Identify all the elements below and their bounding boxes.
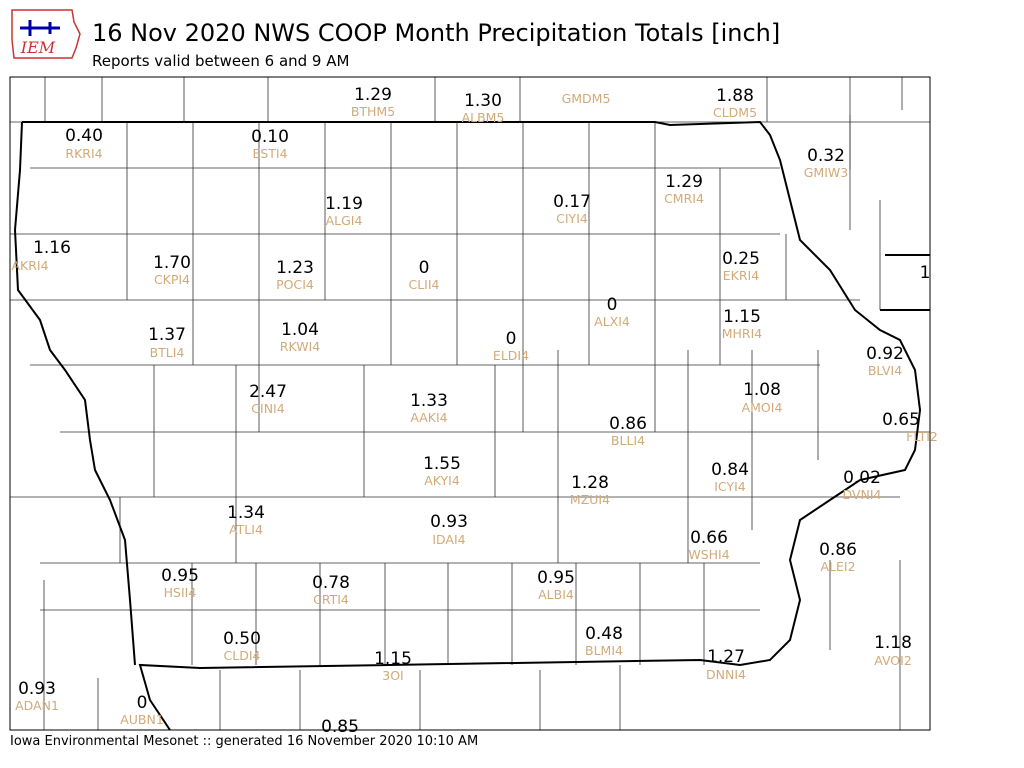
station-value: 1.88 xyxy=(716,86,754,106)
station-value: 0 xyxy=(419,258,430,278)
station-id: GMDM5 xyxy=(562,91,611,106)
station-id: BLMI4 xyxy=(585,643,623,658)
station-value: 0.32 xyxy=(807,146,845,166)
station-id: ADAN1 xyxy=(15,698,59,713)
station-value: 0.78 xyxy=(312,573,350,593)
station-value: 0 xyxy=(506,329,517,349)
county-lines xyxy=(10,77,930,730)
station-value: 0.10 xyxy=(251,127,289,147)
station-id: GMIW3 xyxy=(804,165,848,180)
station-value: 0.92 xyxy=(866,344,904,364)
station-id: POCI4 xyxy=(276,277,314,292)
station-value: 1.23 xyxy=(276,258,314,278)
station-id: RKWI4 xyxy=(280,339,320,354)
station-id: ALGI4 xyxy=(326,213,363,228)
station-value: 0.02 xyxy=(843,468,881,488)
station-value: 0 xyxy=(607,295,618,315)
station-value: 0.86 xyxy=(819,540,857,560)
station-value: 0.93 xyxy=(430,512,468,532)
station-value: 0.95 xyxy=(161,566,199,586)
station-id: ALBI4 xyxy=(538,587,574,602)
station-value: 0.93 xyxy=(18,679,56,699)
station-value: 0.86 xyxy=(609,414,647,434)
station-id: BLLI4 xyxy=(611,433,645,448)
map-frame xyxy=(9,76,931,731)
station-id: RKRI4 xyxy=(65,146,102,161)
station-id: DNNI4 xyxy=(706,667,746,682)
station-id: ICYI4 xyxy=(714,479,746,494)
station-id: MZUI4 xyxy=(570,492,610,507)
footer: Iowa Environmental Mesonet :: generated … xyxy=(10,734,478,749)
station-value: 1.30 xyxy=(464,91,502,111)
station-value: 0.66 xyxy=(690,528,728,548)
station-value: 0.25 xyxy=(722,249,760,269)
logo-text: IEM xyxy=(20,38,56,57)
station-value: 1.29 xyxy=(665,172,703,192)
station-value: 0.65 xyxy=(882,410,920,430)
station-id: MHRI4 xyxy=(722,326,763,341)
station-value: 1.33 xyxy=(410,391,448,411)
map xyxy=(10,77,930,730)
station-value: 0.85 xyxy=(321,717,359,737)
station-value: 1 xyxy=(920,263,931,283)
station-id: ALEI2 xyxy=(820,559,855,574)
station-value: 0 xyxy=(137,693,148,713)
station-value: 1.55 xyxy=(423,454,461,474)
station-value: 2.47 xyxy=(249,382,287,402)
station-id: DVNI4 xyxy=(843,487,882,502)
station-value: 0.17 xyxy=(553,192,591,212)
station-id: HSII4 xyxy=(164,585,197,600)
station-value: 1.34 xyxy=(227,503,265,523)
station-id: CKPI4 xyxy=(154,272,190,287)
station-id: ATLI4 xyxy=(229,522,263,537)
station-id: ELDI4 xyxy=(493,348,529,363)
station-value: 1.37 xyxy=(148,325,186,345)
station-id: CIYI4 xyxy=(556,211,588,226)
station-id: BLVI4 xyxy=(868,363,902,378)
station-id: AAKI4 xyxy=(410,410,447,425)
station-id: IDAI4 xyxy=(432,532,465,547)
station-value: 1.70 xyxy=(153,253,191,273)
station-value: 1.04 xyxy=(281,320,319,340)
subtitle: Reports valid between 6 and 9 AM xyxy=(92,52,349,70)
logo: IEM xyxy=(11,9,81,59)
station-value: 1.29 xyxy=(354,85,392,105)
station-id: AVOI2 xyxy=(874,653,912,668)
station-id: CLDM5 xyxy=(713,105,757,120)
station-id: AKRI4 xyxy=(11,258,48,273)
title: 16 Nov 2020 NWS COOP Month Precipitation… xyxy=(92,19,780,47)
station-id: CRTI4 xyxy=(313,592,349,607)
station-id: 3OI xyxy=(382,668,403,683)
station-value: 1.15 xyxy=(374,649,412,669)
station-value: 0.95 xyxy=(537,568,575,588)
station-id: CLII4 xyxy=(408,277,439,292)
station-value: 1.15 xyxy=(723,307,761,327)
station-id: BTLI4 xyxy=(150,345,185,360)
station-id: FLTI2 xyxy=(906,429,938,444)
station-id: AKYI4 xyxy=(424,473,460,488)
station-value: 1.08 xyxy=(743,380,781,400)
station-id: AUBN1 xyxy=(120,712,164,727)
station-id: AMOI4 xyxy=(742,400,783,415)
station-value: 1.16 xyxy=(33,238,71,258)
station-id: ALBM5 xyxy=(462,110,505,125)
station-id: CMRI4 xyxy=(664,191,704,206)
station-value: 0.84 xyxy=(711,460,749,480)
station-id: CINI4 xyxy=(251,401,284,416)
station-id: WSHI4 xyxy=(688,547,729,562)
station-value: 0.50 xyxy=(223,629,261,649)
station-id: EKRI4 xyxy=(723,268,759,283)
station-value: 0.48 xyxy=(585,624,623,644)
station-id: ALXI4 xyxy=(594,314,630,329)
station-value: 1.28 xyxy=(571,473,609,493)
station-id: CLDI4 xyxy=(224,648,261,663)
station-value: 0.40 xyxy=(65,126,103,146)
station-value: 1.27 xyxy=(707,647,745,667)
station-id: BTHM5 xyxy=(351,104,395,119)
station-value: 1.18 xyxy=(874,633,912,653)
station-id: ESTI4 xyxy=(252,146,287,161)
station-value: 1.19 xyxy=(325,194,363,214)
